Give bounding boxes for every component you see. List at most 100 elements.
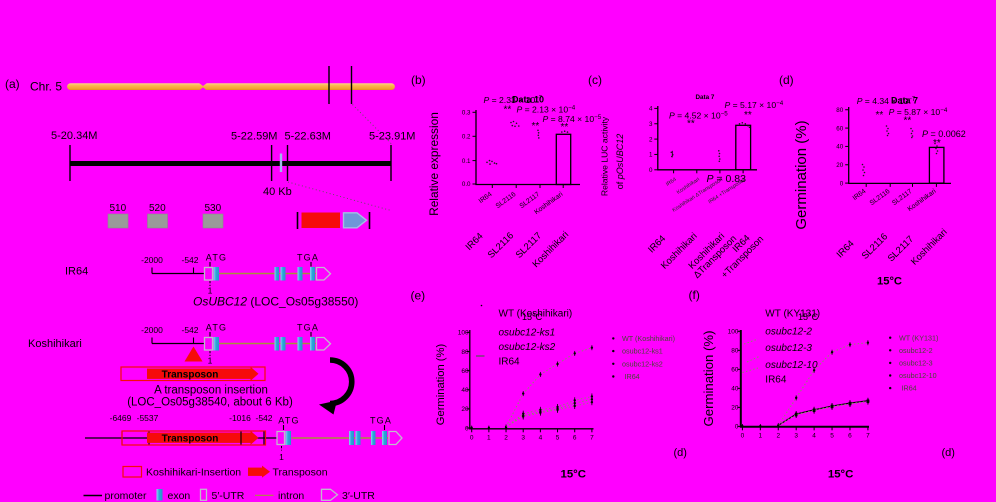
svg-text:60: 60 [731, 367, 739, 374]
svg-text:1: 1 [208, 356, 213, 366]
svg-text:100: 100 [728, 329, 739, 336]
svg-text:20: 20 [836, 162, 843, 169]
svg-text:P = 5.17 × 10−4: P = 5.17 × 10−4 [725, 100, 784, 110]
svg-text:**: ** [561, 122, 569, 133]
svg-text:IR64: IR64 [765, 375, 787, 386]
svg-text:WT (KY131): WT (KY131) [899, 333, 938, 342]
svg-text:(f): (f) [689, 288, 700, 302]
svg-text:1: 1 [487, 435, 491, 442]
svg-text:Data 10: Data 10 [512, 95, 544, 105]
svg-text:Transposon: Transposon [162, 434, 219, 445]
svg-text:(d): (d) [942, 447, 955, 459]
svg-text:Koshihikari: Koshihikari [28, 338, 82, 350]
svg-text:Koshihikari-Insertion: Koshihikari-Insertion [146, 467, 241, 479]
svg-text:(d): (d) [674, 447, 687, 459]
svg-text:510: 510 [110, 203, 127, 214]
svg-text:0: 0 [840, 180, 844, 187]
svg-text:IR64: IR64 [65, 266, 88, 278]
svg-text:4: 4 [539, 435, 543, 442]
svg-text:P = 0.83: P = 0.83 [707, 173, 747, 185]
svg-text:5′-UTR: 5′-UTR [212, 490, 245, 502]
svg-text:20: 20 [461, 406, 469, 413]
svg-text:0: 0 [735, 424, 739, 431]
svg-text:60: 60 [461, 368, 469, 375]
svg-text:osubc12-2: osubc12-2 [899, 346, 933, 355]
svg-text:15°C: 15°C [798, 312, 819, 322]
svg-text:(b): (b) [411, 73, 426, 87]
svg-text:(LOC_Os05g38540, about 6 Kb): (LOC_Os05g38540, about 6 Kb) [127, 397, 293, 409]
svg-text:osubc12-10: osubc12-10 [765, 360, 818, 371]
svg-text:-2000: -2000 [141, 325, 163, 335]
svg-text:-542: -542 [181, 325, 198, 335]
svg-text:80: 80 [461, 349, 469, 356]
svg-text:Chr. 5: Chr. 5 [30, 80, 62, 94]
svg-text:-2000: -2000 [141, 255, 163, 265]
svg-text:IR64: IR64 [499, 357, 521, 368]
svg-text:4: 4 [812, 433, 816, 440]
svg-text:(d): (d) [779, 73, 794, 87]
svg-text:40: 40 [731, 386, 739, 393]
svg-text:Relative LUC activity: Relative LUC activity [600, 116, 610, 196]
svg-text:Transposon: Transposon [273, 467, 328, 479]
svg-text:2: 2 [776, 433, 780, 440]
svg-text:WT (Koshihikari): WT (Koshihikari) [499, 309, 573, 320]
svg-text:(c): (c) [588, 73, 602, 87]
svg-text:P = 4.34 × 10−7: P = 4.34 × 10−7 [857, 96, 916, 106]
svg-text:Data 7: Data 7 [696, 94, 715, 101]
svg-text:WT (KY131): WT (KY131) [765, 309, 820, 320]
svg-text:5: 5 [830, 433, 834, 440]
svg-text:Germination (%): Germination (%) [793, 120, 810, 229]
svg-text:**: ** [876, 110, 884, 121]
svg-text:**: ** [687, 119, 695, 130]
svg-text:osubc12-ks2: osubc12-ks2 [499, 342, 556, 353]
svg-text:osubc12-ks1: osubc12-ks1 [499, 328, 556, 339]
svg-text:WT (Koshihikari): WT (Koshihikari) [622, 334, 675, 343]
svg-text:**: ** [504, 105, 512, 116]
svg-text:0: 0 [470, 435, 474, 442]
svg-text:80: 80 [836, 107, 843, 114]
svg-text:IR64: IR64 [902, 384, 917, 393]
svg-text:2: 2 [649, 136, 653, 143]
svg-text:Relative expression: Relative expression [427, 112, 441, 216]
svg-text:3: 3 [521, 435, 525, 442]
svg-text:osubc12-ks1: osubc12-ks1 [622, 347, 663, 356]
svg-text:5-20.34M: 5-20.34M [51, 130, 97, 142]
svg-text:P = 2.33 × 10−7: P = 2.33 × 10−7 [484, 95, 543, 105]
svg-text:TGA: TGA [297, 253, 319, 263]
svg-text:-542: -542 [181, 255, 198, 265]
svg-text:promoter: promoter [105, 490, 148, 502]
svg-text:15°C: 15°C [877, 276, 902, 288]
svg-text:0: 0 [649, 167, 653, 174]
svg-text:15°C: 15°C [561, 469, 586, 481]
svg-text:ATG: ATG [206, 323, 227, 333]
svg-text:2: 2 [504, 435, 508, 442]
svg-text:15°C: 15°C [522, 312, 543, 322]
svg-text:A transposon insertion: A transposon insertion [154, 385, 268, 397]
svg-text:ATG: ATG [206, 253, 227, 263]
svg-text:P = 2.13 × 10−4: P = 2.13 × 10−4 [517, 105, 576, 115]
svg-text:0: 0 [465, 425, 469, 432]
svg-text:exon: exon [168, 490, 191, 502]
svg-text:6: 6 [848, 433, 852, 440]
svg-text:P = 8.74 × 10−5: P = 8.74 × 10−5 [543, 114, 602, 124]
svg-text:Transposon: Transposon [162, 370, 219, 381]
svg-text:osubc12-ks2: osubc12-ks2 [622, 359, 663, 368]
svg-text:5-22.59M: 5-22.59M [231, 131, 277, 143]
svg-text:P = 0.0062: P = 0.0062 [922, 129, 966, 139]
svg-text:osubc12-10: osubc12-10 [899, 371, 937, 380]
svg-text:40: 40 [461, 387, 469, 394]
svg-text:0.3: 0.3 [462, 110, 471, 117]
svg-text:60: 60 [836, 125, 843, 132]
svg-text:TGA: TGA [370, 416, 392, 426]
svg-text:7: 7 [866, 433, 870, 440]
svg-text:IR64: IR64 [665, 177, 678, 188]
svg-text:100: 100 [458, 330, 469, 337]
svg-text:20: 20 [731, 405, 739, 412]
svg-text:P = 5.87 × 10−4: P = 5.87 × 10−4 [889, 107, 948, 117]
svg-text:1: 1 [279, 452, 284, 462]
svg-text:3′-UTR: 3′-UTR [342, 490, 375, 502]
svg-text:7: 7 [590, 435, 594, 442]
svg-text:15°C: 15°C [828, 469, 853, 481]
svg-text:0: 0 [741, 433, 745, 440]
svg-text:5-22.63M: 5-22.63M [285, 131, 331, 143]
